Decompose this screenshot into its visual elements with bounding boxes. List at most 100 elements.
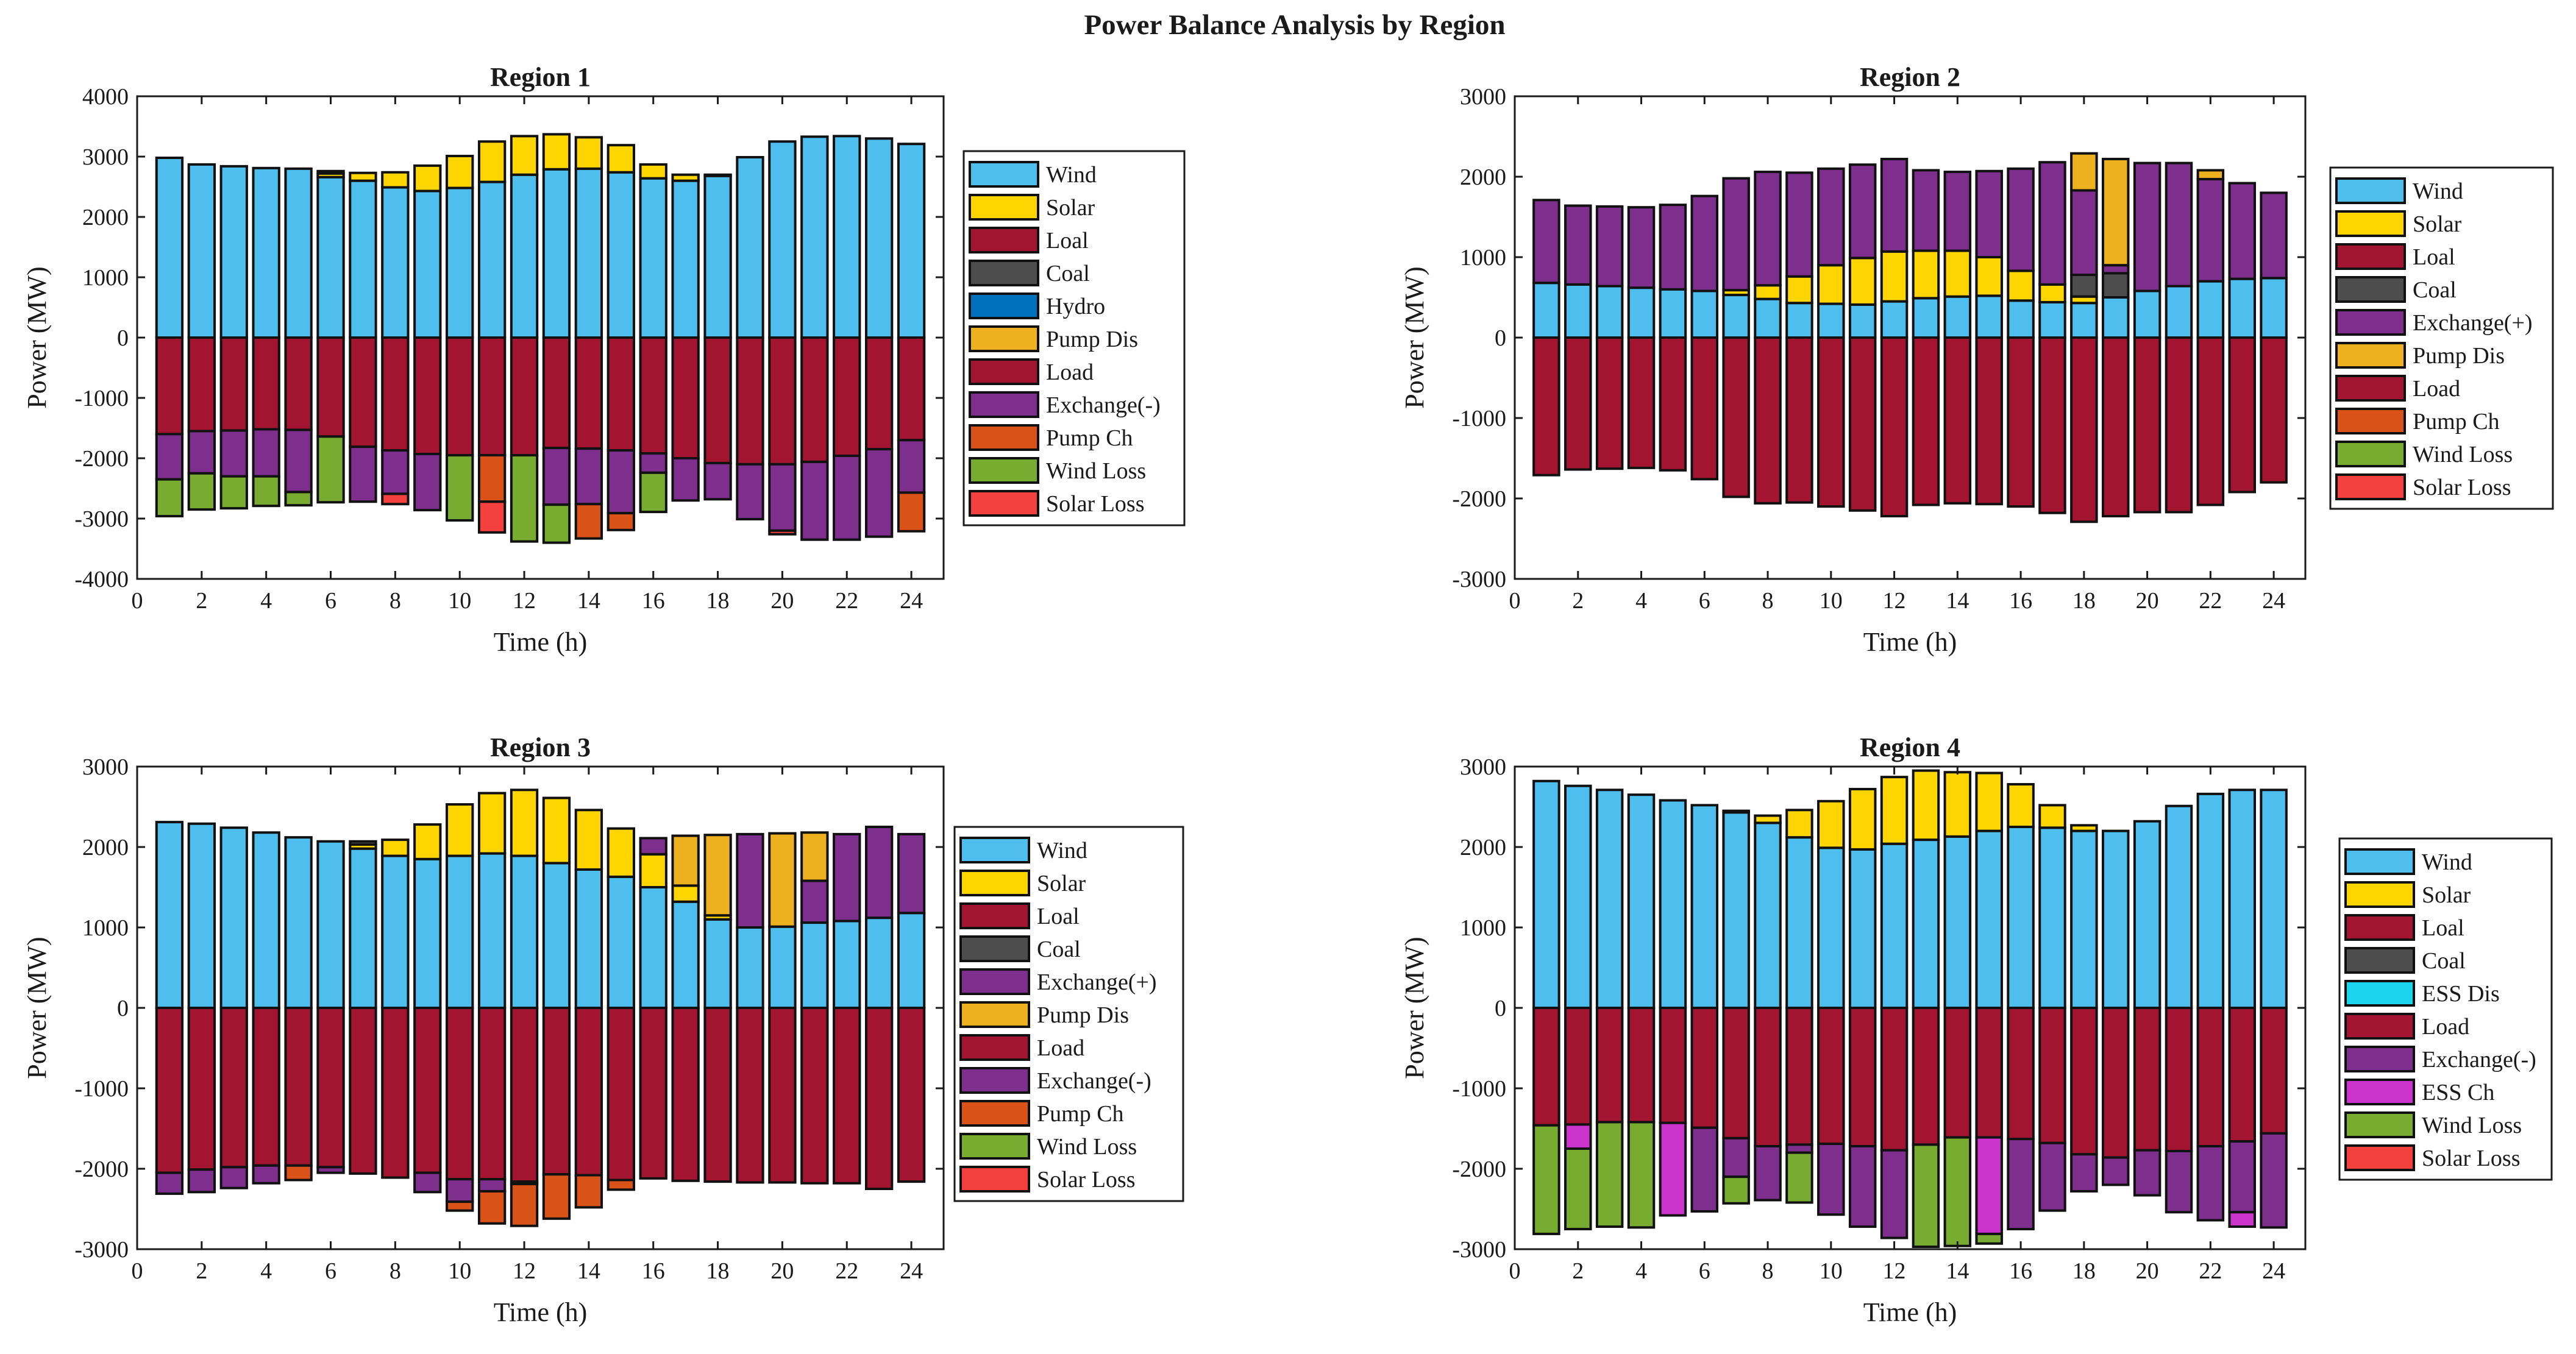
region-2-bar-load-h3 [1595, 336, 1624, 470]
region-4-bar-wind-loss-h14 [1943, 1136, 1972, 1247]
region-1-bar-wind-h24 [897, 143, 926, 339]
region-3-legend-swatch-exchange [959, 1067, 1030, 1094]
region-4-bar-exchange-h20 [2133, 1149, 2161, 1197]
region-3-legend-label-wind: Wind [1037, 838, 1087, 863]
region-4-ytick-label: -3000 [1452, 1237, 1506, 1263]
region-1-bar-load-h14 [574, 336, 603, 450]
region-1-bar-wind-h1 [155, 156, 184, 339]
region-4-xtick-label: 6 [1699, 1258, 1710, 1284]
region-2-xtick-label: 12 [1883, 588, 1906, 614]
region-4-ytick-label: -2000 [1452, 1157, 1506, 1182]
region-4-bar-exchange-h8 [1754, 1145, 1782, 1202]
region-4-bar-wind-loss-h2 [1564, 1147, 1592, 1230]
region-2-legend-label-solar-loss: Solar Loss [2413, 475, 2511, 500]
region-2-bar-wind-h12 [1880, 300, 1909, 339]
region-2-bar-load-h21 [2165, 336, 2193, 514]
region-1-bar-load-h9 [413, 336, 442, 456]
region-1-bar-solar-h14 [574, 136, 603, 170]
region-3-bar-load-h24 [897, 1007, 926, 1183]
region-4-xtick-label: 14 [1946, 1258, 1969, 1284]
region-2-bar-wind-h21 [2165, 285, 2193, 339]
region-1-legend-label-pump-dis: Pump Dis [1046, 327, 1138, 352]
region-4-xlabel: Time (h) [1863, 1297, 1957, 1327]
region-2-bar-exchange-h3 [1595, 205, 1624, 288]
region-4-bar-wind-h3 [1595, 789, 1624, 1010]
region-1-xtick-label: 2 [196, 588, 207, 614]
region-3-bar-load-h23 [864, 1007, 894, 1190]
region-3-bar-pump-ch-h11 [477, 1189, 507, 1225]
region-2-bar-load-h17 [2038, 336, 2066, 514]
region-1-bar-coal-h6 [316, 169, 345, 175]
region-1-bar-wind-h6 [316, 175, 345, 339]
region-1-bar-solar-h18 [703, 173, 732, 177]
region-1-bar-wind-loss-h2 [187, 472, 216, 511]
region-4-ytick-label: 2000 [1460, 835, 1506, 860]
region-4-bar-ess-ch-h5 [1659, 1121, 1687, 1217]
region-2-ytick-label: 2000 [1460, 165, 1506, 190]
region-3-bar-solar-h13 [542, 796, 571, 865]
region-4-bar-solar-h13 [1912, 769, 1940, 842]
region-3-bar-load-h3 [219, 1007, 248, 1169]
region-2-bar-load-h1 [1532, 336, 1560, 477]
region-1-bar-solar-h16 [639, 163, 667, 180]
region-3-bar-wind-h17 [671, 900, 700, 1010]
region-4-bar-exchange-h24 [2260, 1132, 2288, 1229]
region-1-bar-wind-h23 [864, 137, 894, 339]
region-2-bar-load-h18 [2070, 336, 2098, 523]
region-1-xlabel: Time (h) [494, 627, 588, 657]
region-3-xtick-label: 12 [513, 1258, 536, 1284]
region-3-ytick-label: -3000 [74, 1237, 129, 1263]
region-3-xtick-label: 18 [706, 1258, 730, 1284]
region-1-bar-wind-h7 [349, 179, 377, 339]
region-4-bar-load-h19 [2101, 1007, 2130, 1159]
region-4-legend-swatch-solar [2344, 881, 2415, 908]
region-3-bar-solar-h17 [671, 884, 700, 903]
region-3-xtick-label: 6 [325, 1258, 336, 1284]
region-3-bar-wind-h20 [768, 925, 797, 1010]
region-4-xtick-label: 0 [1509, 1258, 1521, 1284]
region-1-ytick-label: 0 [117, 325, 129, 351]
region-3-bar-wind-h5 [284, 836, 313, 1010]
region-4-bar-solar-h8 [1754, 814, 1782, 824]
region-1-bar-pump-ch-h14 [574, 503, 603, 540]
region-1-title: Region 1 [490, 62, 591, 92]
region-4-bar-load-h17 [2038, 1007, 2066, 1144]
region-3-ytick-label: 2000 [82, 835, 129, 860]
region-4-bar-wind-h23 [2228, 789, 2256, 1010]
region-1-legend-label-load: Load [1046, 360, 1094, 385]
region-4-legend-label-solar-loss: Solar Loss [2422, 1146, 2521, 1171]
region-4-ytick-label: 0 [1495, 996, 1506, 1021]
region-4-bar-solar-h17 [2038, 804, 2066, 829]
region-3-xtick-label: 20 [770, 1258, 794, 1284]
region-3-bar-solar-h11 [477, 792, 507, 855]
region-4-xtick-label: 8 [1762, 1258, 1774, 1284]
region-2-bar-wind-h13 [1912, 297, 1940, 339]
region-3-legend-label-exchange: Exchange(+) [1037, 969, 1157, 995]
region-3-legend-swatch-load [959, 1034, 1030, 1061]
region-4-bar-load-h16 [2007, 1007, 2035, 1141]
region-4-bar-wind-h9 [1785, 836, 1813, 1010]
region-1-bar-exchange-h4 [252, 428, 280, 478]
region-3-bar-load-h15 [607, 1007, 635, 1182]
region-2-bar-load-h12 [1880, 336, 1909, 518]
region-3-bar-wind-h1 [155, 821, 184, 1009]
region-2-xtick-label: 0 [1509, 588, 1521, 614]
region-1-bar-wind-h16 [639, 177, 667, 339]
region-4-bar-wind-h14 [1943, 835, 1972, 1009]
region-1-bar-load-h22 [833, 336, 861, 458]
region-4-legend-label-wind: Wind [2422, 849, 2472, 875]
region-1-bar-solar-h8 [381, 171, 410, 189]
region-1-bar-exchange-h23 [864, 448, 894, 538]
region-4-xtick-label: 4 [1635, 1258, 1647, 1284]
region-2-bar-load-h7 [1722, 336, 1750, 498]
region-2-bar-wind-h24 [2260, 277, 2288, 339]
region-2-bar-load-h10 [1817, 336, 1845, 508]
region-2-xtick-label: 20 [2136, 588, 2159, 614]
region-3-legend-label-loal: Loal [1037, 904, 1080, 929]
region-2-xtick-label: 22 [2199, 588, 2222, 614]
region-3-bar-wind-h7 [349, 847, 377, 1009]
region-3-bar-exchange-h6 [316, 1166, 345, 1174]
region-3-bar-exchange-h23 [864, 826, 894, 920]
region-1-bar-wind-loss-h3 [219, 475, 248, 510]
region-1-bar-wind-h22 [833, 135, 861, 339]
